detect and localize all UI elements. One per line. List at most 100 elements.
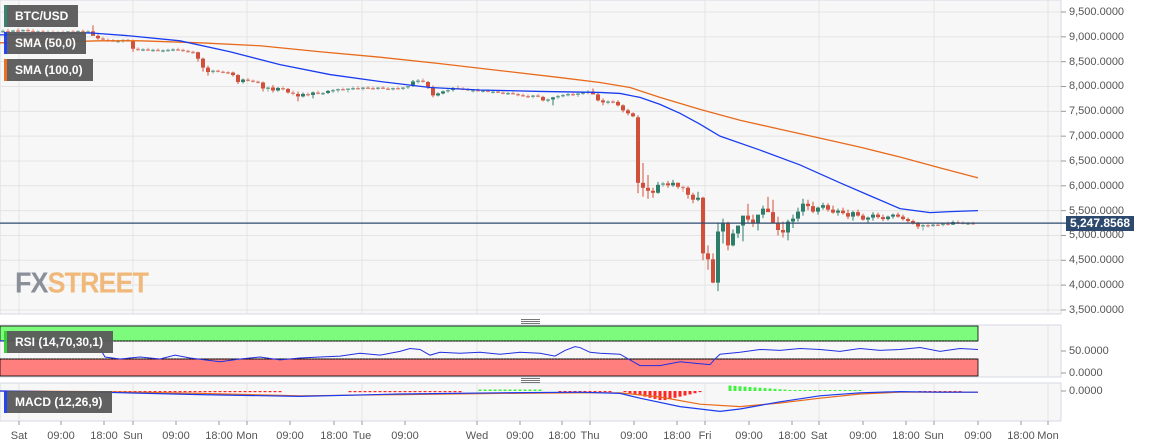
macd-histogram-bar (433, 391, 437, 393)
candle-body (431, 87, 435, 96)
macd-signal-line (0, 390, 978, 408)
candle-body (521, 94, 525, 97)
macd-histogram-bar (428, 391, 432, 393)
legend-sma100[interactable]: SMA (100,0) (4, 59, 93, 81)
macd-histogram-bar (768, 388, 772, 391)
candle-body (256, 81, 260, 84)
candle-body (11, 30, 15, 32)
legend-macd[interactable]: MACD (12,26,9) (4, 391, 113, 413)
x-axis-label: 09:00 (276, 430, 304, 442)
candle-body (671, 182, 675, 186)
candle-body (171, 49, 175, 51)
macd-histogram-bar (638, 391, 642, 396)
candle-body (231, 72, 235, 76)
pane-resize-handle-macd[interactable] (521, 378, 540, 383)
candle-body (541, 96, 545, 101)
candle-body (676, 182, 680, 187)
candle-body (566, 93, 570, 96)
candle-body (211, 70, 215, 73)
legend-btcusd[interactable]: BTC/USD (4, 5, 79, 27)
macd-histogram-bar (273, 391, 277, 393)
candle-body (201, 58, 205, 68)
legend-rsi[interactable]: RSI (14,70,30,1) (4, 331, 114, 353)
candle-body (841, 210, 845, 214)
macd-histogram-bar (488, 389, 492, 391)
candle-body (551, 97, 555, 100)
candle-body (476, 89, 480, 92)
legend-label: BTC/USD (15, 9, 69, 23)
candle-body (636, 117, 640, 183)
legend-sma50[interactable]: SMA (50,0) (4, 32, 86, 54)
candle-body (506, 92, 510, 95)
candle-body (501, 92, 505, 94)
x-axis-label: 09:00 (620, 430, 648, 442)
candle-body (731, 233, 735, 246)
pane-resize-handle-rsi[interactable] (521, 319, 540, 324)
macd-histogram-bar (533, 389, 537, 391)
candle-body (941, 223, 945, 226)
candle-body (916, 223, 920, 227)
candle-body (796, 211, 800, 219)
x-axis-label: Sun (123, 430, 143, 442)
macd-histogram-bar (683, 391, 687, 396)
candle-body (896, 214, 900, 217)
macd-histogram-bar (773, 388, 777, 391)
macd-histogram-bar (843, 390, 847, 391)
candle-body (846, 213, 850, 217)
candle-body (661, 183, 665, 185)
macd-histogram-bar (568, 391, 572, 393)
candle-body (156, 49, 160, 52)
fxstreet-logo: FXSTREET (15, 267, 149, 300)
candle-body (216, 70, 220, 73)
macd-histogram-bar (798, 390, 802, 391)
candle-body (296, 93, 300, 97)
candle-body (681, 186, 685, 189)
candle-body (971, 223, 975, 225)
candle-body (611, 101, 615, 103)
candle-body (751, 219, 755, 224)
candle-body (616, 101, 620, 106)
macd-histogram-bar (678, 391, 682, 397)
candle-body (176, 49, 180, 51)
candle-body (81, 30, 85, 33)
candle-body (161, 50, 165, 52)
x-axis-label: 09:00 (849, 430, 877, 442)
candle-body (871, 214, 875, 218)
candle-body (86, 31, 90, 33)
candle-body (441, 91, 445, 94)
candle-body (536, 95, 540, 97)
x-axis-label: Thu (580, 430, 600, 442)
macd-histogram-bar (228, 391, 232, 393)
macd-histogram-bar (833, 390, 837, 391)
macd-histogram-bar (588, 391, 592, 393)
candle-body (286, 88, 290, 93)
candle-body (136, 48, 140, 51)
y-axis-label: 3,500.0000 (1069, 303, 1125, 316)
macd-histogram-bar (818, 390, 822, 391)
legend-label: RSI (14,70,30,1) (15, 335, 104, 349)
candle-body (311, 92, 315, 95)
candle-body (816, 207, 820, 212)
macd-histogram-bar (793, 390, 797, 391)
candle-body (811, 206, 815, 212)
candle-body (261, 82, 265, 89)
macd-histogram-bar (448, 391, 452, 393)
candle-body (526, 95, 530, 98)
candle-body (301, 93, 305, 97)
macd-histogram-bar (743, 386, 747, 391)
candle-body (356, 87, 360, 90)
macd-histogram-bar (788, 389, 792, 391)
macd-histogram-bar (138, 391, 142, 393)
y-axis-label: 5,500.0000 (1069, 204, 1125, 217)
macd-histogram-bar (213, 391, 217, 393)
candle-body (746, 215, 750, 220)
main-pane (0, 0, 1062, 315)
candle-body (516, 93, 520, 96)
y-axis-label: 9,000.0000 (1069, 30, 1125, 43)
candle-body (926, 225, 930, 227)
candle-body (316, 92, 320, 94)
candle-body (571, 93, 575, 96)
macd-histogram-bar (208, 391, 212, 393)
